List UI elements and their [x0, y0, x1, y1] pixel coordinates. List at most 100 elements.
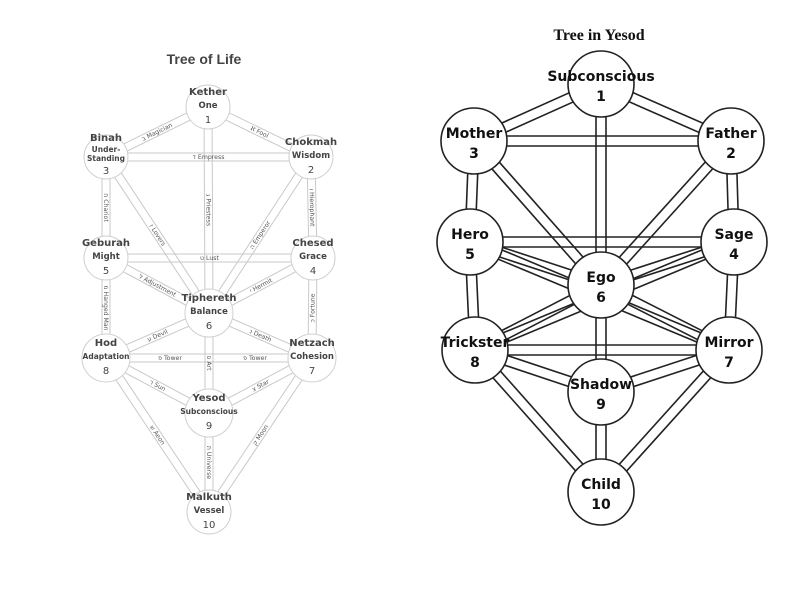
sephirah-7: Netzach Cohesion 7 — [287, 333, 337, 383]
sephirah-quality: Balance — [190, 307, 228, 317]
sephirah-number: 8 — [103, 366, 109, 377]
sephirah-quality: Under- — [92, 145, 121, 154]
yesod-node-number: 8 — [470, 355, 480, 371]
sephirah-circle — [83, 235, 129, 281]
yesod-node-7: Mirror 7 — [695, 316, 763, 384]
yesod-node-number: 1 — [596, 89, 606, 105]
tree-in-yesod-path — [475, 344, 729, 356]
sephirah-name: Malkuth — [186, 492, 232, 503]
sephirah-circle — [288, 134, 334, 180]
sephirah-number: 3 — [103, 166, 109, 177]
tree-in-yesod-diagram: Tree in Yesod Subconscious 1 Father 2 Mother… — [436, 27, 768, 526]
yesod-node-name: Ego — [586, 270, 616, 286]
sephirah-quality: Cohesion — [290, 352, 334, 362]
tree-in-yesod-title: Tree in Yesod — [553, 27, 644, 44]
path-edge — [108, 154, 213, 312]
tree-of-life-sephiroth: Kether One 1 Chokmah Wisdom 2 BinahUnder-Stand… — [81, 84, 337, 535]
yesod-node-circle — [567, 358, 635, 426]
path-label: ר Sun — [148, 379, 167, 393]
path-label: ה Emperor — [249, 219, 273, 250]
yesod-node-name: Hero — [451, 227, 489, 243]
yesod-node-number: 6 — [596, 290, 606, 306]
sephirah-circle — [184, 288, 234, 338]
sephirah-name: Geburah — [82, 238, 130, 249]
sephirah-quality: Adaptation — [83, 352, 130, 361]
tree-in-yesod-path — [474, 135, 731, 147]
sephirah-quality: Standing — [87, 154, 125, 163]
yesod-node-4: Sage 4 — [700, 208, 768, 276]
tree-of-life-path — [106, 152, 311, 162]
sephirah-name: Kether — [189, 87, 227, 98]
sephirah-5: Geburah Might 5 — [82, 235, 130, 281]
sephirah-number: 7 — [309, 366, 315, 377]
sephirah-quality: Vessel — [194, 506, 225, 516]
path-label: ג Priestess — [204, 194, 211, 226]
path-edge — [211, 158, 315, 316]
yesod-node-circle — [695, 316, 763, 384]
yesod-node-number: 2 — [726, 146, 736, 162]
sephirah-circle — [185, 84, 231, 130]
yesod-node-circle — [567, 50, 635, 118]
path-label: מ Hanged Man — [102, 285, 109, 330]
path-label: נ Death — [248, 328, 272, 344]
sephirah-number: 9 — [206, 421, 212, 432]
yesod-node-name: Trickster — [441, 335, 510, 351]
sephirah-8: Hod Adaptation 8 — [81, 333, 131, 383]
yesod-node-name: Sage — [714, 227, 753, 243]
sephirah-quality: Wisdom — [292, 151, 330, 161]
path-label: ס Art — [205, 355, 212, 371]
yesod-node-circle — [440, 107, 508, 175]
sephirah-number: 10 — [203, 520, 216, 531]
sephirah-name: Netzach — [289, 338, 335, 349]
sephirah-10: Malkuth Vessel 10 — [186, 489, 232, 535]
tree-of-life-path — [205, 355, 316, 515]
tree-of-life-title: Tree of Life — [167, 51, 242, 67]
path-label: י Hermit — [249, 277, 274, 295]
sephirah-circle — [184, 388, 234, 438]
sephirah-name: Binah — [90, 133, 122, 144]
tree-in-yesod-nodes: Subconscious 1 Father 2 Mother 3 Sage 4 Hero 5 Ego… — [436, 50, 768, 526]
path-label: ו Hierophant — [308, 188, 316, 227]
yesod-node-number: 5 — [465, 247, 475, 263]
sephirah-number: 6 — [206, 321, 212, 332]
path-edge — [211, 359, 316, 515]
sephirah-circle — [81, 333, 131, 383]
sephirah-number: 1 — [205, 115, 211, 126]
yesod-node-number: 9 — [596, 397, 606, 413]
path-edge — [102, 158, 207, 316]
sephirah-number: 4 — [310, 266, 316, 277]
sephirah-circle — [186, 489, 232, 535]
sephirah-circle — [287, 333, 337, 383]
path-edge — [108, 355, 213, 511]
yesod-node-number: 4 — [729, 247, 739, 263]
yesod-node-circle — [436, 208, 504, 276]
sephirah-quality: Subconscious — [180, 407, 238, 416]
yesod-node-name: Subconscious — [547, 69, 654, 85]
yesod-node-circle — [441, 316, 509, 384]
sephirah-name: Chesed — [292, 238, 333, 249]
yesod-node-name: Mother — [446, 126, 503, 142]
sephirah-name: Hod — [95, 338, 117, 349]
tree-of-life-path — [106, 353, 312, 363]
yesod-node-1: Subconscious 1 — [547, 50, 655, 118]
yesod-node-circle — [567, 251, 635, 319]
sephirah-4: Chesed Grace 4 — [290, 235, 336, 281]
yesod-node-6: Ego 6 — [567, 251, 635, 319]
path-edge — [102, 359, 207, 515]
path-edge — [211, 106, 214, 313]
path-label: פ Tower — [158, 355, 182, 362]
yesod-node-name: Mirror — [704, 335, 753, 351]
yesod-node-circle — [700, 208, 768, 276]
yesod-node-number: 10 — [591, 497, 611, 513]
sephirah-1: Kether One 1 — [185, 84, 231, 130]
tree-in-yesod-path — [595, 84, 607, 285]
tree-of-life-path — [205, 154, 315, 316]
tree-in-yesod-path — [470, 236, 734, 248]
yesod-node-circle — [697, 107, 765, 175]
path-label: ד Empress — [193, 154, 225, 161]
path-label: כ Fortune — [309, 293, 316, 322]
yesod-node-circle — [567, 458, 635, 526]
sephirah-quality: Might — [92, 252, 120, 262]
